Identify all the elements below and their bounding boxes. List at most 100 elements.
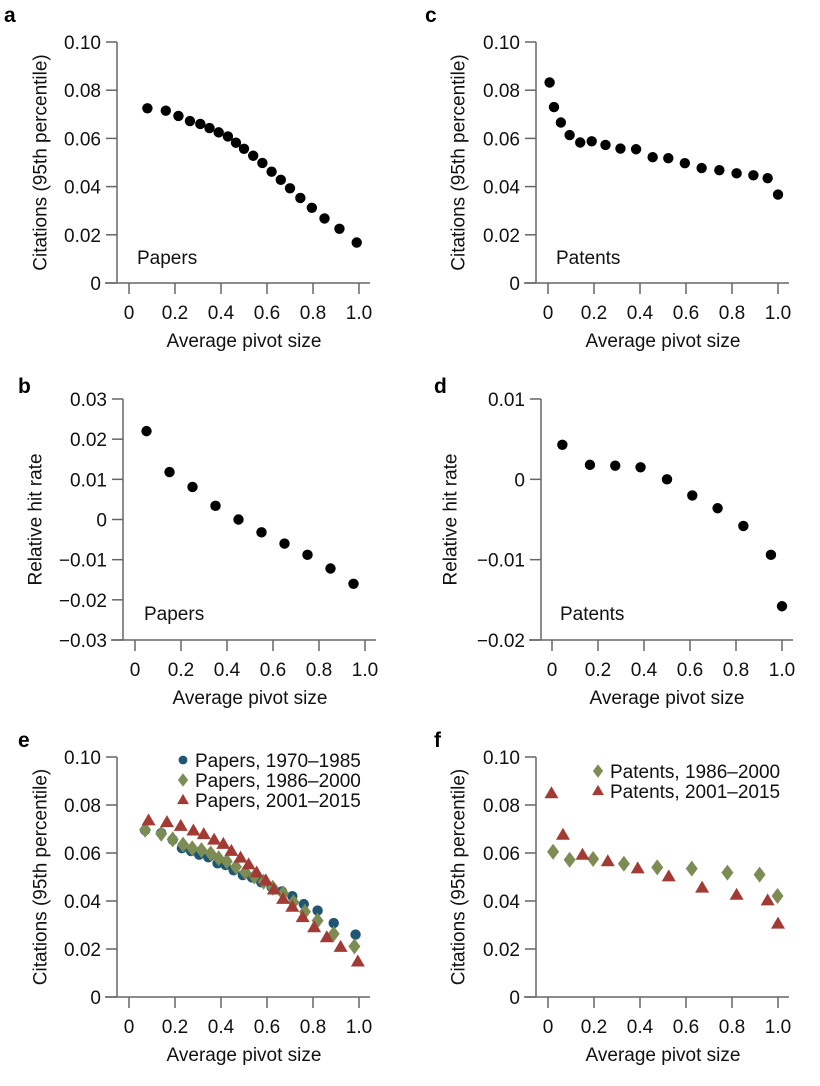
data-point	[196, 827, 211, 840]
data-point	[257, 157, 268, 169]
y-tick-label: 0.06	[64, 844, 101, 865]
data-point	[195, 842, 208, 859]
y-tick-label: 0.06	[483, 129, 520, 150]
data-point	[220, 853, 233, 870]
x-tick-label: 0.8	[306, 660, 332, 681]
data-point	[166, 831, 179, 848]
data-point	[233, 514, 244, 525]
data-point	[765, 549, 777, 561]
y-tick-label: −0.03	[59, 631, 107, 652]
data-point	[285, 899, 300, 912]
data-point	[160, 105, 171, 116]
data-point	[776, 601, 788, 612]
x-tick-label: 0.2	[581, 1017, 607, 1038]
x-tick-label: 0.8	[719, 303, 745, 324]
y-tick-label: 0.02	[70, 430, 107, 451]
data-point	[279, 538, 290, 549]
data-point	[647, 151, 658, 163]
x-tick-label: 0.8	[719, 1017, 745, 1038]
x-tick-label: 0.2	[168, 660, 194, 681]
x-axis-title: Average pivot size	[167, 331, 322, 352]
data-point	[187, 481, 198, 493]
legend-marker	[592, 784, 604, 796]
panel-d: d −0.02 −0.01 0 0.01 0 0.2 0.4 0.6 0.8 1.0 Average …	[434, 375, 795, 709]
x-tick-label: 1.0	[346, 303, 372, 324]
x-tick-label: 0	[124, 1017, 135, 1038]
legend-item: Patents, 1986–2000	[592, 762, 780, 783]
data-point	[600, 139, 611, 151]
data-point	[544, 786, 559, 799]
data-point	[302, 549, 313, 561]
data-point	[229, 858, 242, 875]
data-point	[544, 77, 555, 88]
y-tick-label: 0.08	[483, 796, 520, 817]
y-tick-label: 0.08	[483, 81, 520, 102]
x-tick-label: 0.6	[673, 1017, 699, 1038]
y-tick-label: 0.10	[64, 748, 101, 769]
data-point	[651, 859, 664, 876]
data-point	[155, 825, 168, 842]
y-tick-label: 0.04	[64, 178, 101, 199]
x-tick-label: 1.0	[765, 303, 791, 324]
y-tick-label: −0.01	[59, 551, 107, 572]
x-tick-label: 0.4	[627, 303, 654, 324]
x-tick-label: 0.4	[631, 660, 658, 681]
data-point	[328, 917, 339, 929]
y-tick-label: 0.04	[64, 892, 101, 913]
data-point	[184, 115, 196, 127]
legend-marker	[177, 773, 189, 787]
y-tick-label: 0.08	[64, 81, 101, 102]
data-point	[351, 237, 362, 248]
legend-marker	[178, 755, 188, 765]
data-point	[685, 860, 698, 877]
panel-e: e 0 0.02 0.04 0.06 0.08 0.10 0 0.2 0.4 0.6 0.8 1.0 Av…	[18, 729, 372, 1066]
panel-letter: d	[434, 375, 447, 398]
x-tick-label: 1.0	[765, 1017, 791, 1038]
data-point	[555, 827, 570, 840]
data-point	[233, 850, 248, 863]
series-1	[544, 786, 785, 929]
data-point	[348, 938, 361, 955]
data-point	[548, 101, 560, 113]
data-point	[762, 172, 773, 184]
data-point	[186, 823, 201, 836]
y-tick-label: 0.02	[483, 226, 520, 247]
data-point	[615, 143, 626, 154]
panel-annotation: Patents	[556, 248, 620, 269]
data-point	[334, 223, 345, 234]
data-point	[312, 905, 323, 916]
data-point	[238, 143, 250, 154]
x-tick-label: 0	[543, 303, 554, 324]
series-0	[557, 439, 788, 612]
y-tick-label: 0	[90, 274, 101, 295]
data-point	[729, 887, 744, 900]
data-point	[295, 910, 310, 923]
panel-f: f 0 0.02 0.04 0.06 0.08 0.10 0 0.2 0.4 0.6 0.8 1.0 Av…	[434, 729, 791, 1066]
data-point	[210, 500, 221, 512]
data-point	[213, 127, 224, 138]
x-tick-label: 0.4	[214, 660, 241, 681]
y-tick-label: −0.02	[59, 591, 107, 612]
data-point	[276, 891, 291, 904]
data-point	[141, 425, 152, 437]
legend-item: Papers, 1970–1985	[178, 751, 361, 772]
x-tick-label: 0.6	[673, 303, 699, 324]
data-point	[164, 466, 175, 478]
x-tick-label: 0	[543, 1017, 554, 1038]
x-tick-label: 1.0	[346, 1017, 372, 1038]
y-tick-label: 0.02	[483, 940, 520, 961]
data-point	[159, 815, 174, 828]
x-tick-label: 0.2	[585, 660, 611, 681]
y-tick-label: 0.08	[64, 796, 101, 817]
y-tick-label: 0.10	[483, 748, 520, 769]
panel-a: a 0 0.02 0.04 0.06 0.08 0.10 0 0.2 0.4 0.6 0.8 1.0 Av…	[4, 4, 372, 352]
panel-letter: c	[425, 4, 437, 27]
data-point	[222, 131, 234, 142]
y-tick-label: 0	[96, 511, 107, 532]
series-0	[142, 103, 362, 248]
panel-letter: b	[18, 375, 31, 398]
data-point	[284, 183, 296, 194]
series-0	[547, 843, 784, 904]
legend-item: Patents, 2001–2015	[592, 782, 780, 803]
